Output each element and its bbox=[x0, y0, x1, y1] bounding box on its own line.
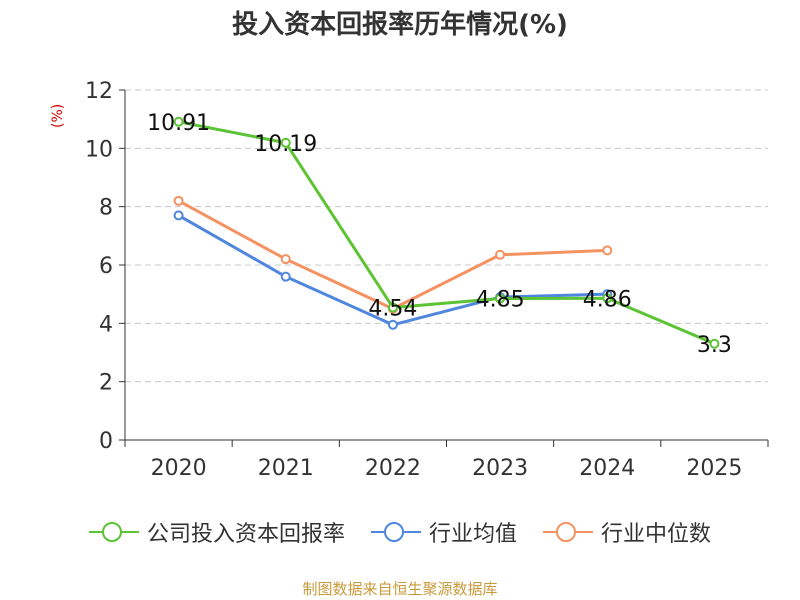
legend-item-company[interactable]: 公司投入资本回报率 bbox=[88, 516, 345, 548]
legend-marker-industry-mean bbox=[370, 520, 421, 544]
data-label: 3.3 bbox=[697, 333, 732, 358]
data-label: 10.91 bbox=[147, 111, 210, 136]
legend-item-industry-median[interactable]: 行业中位数 bbox=[543, 516, 711, 548]
legend-label-company: 公司投入资本回报率 bbox=[146, 522, 345, 547]
legend-marker-industry-median bbox=[543, 520, 593, 544]
y-tick-label: 10 bbox=[85, 137, 113, 162]
x-tick-label: 2023 bbox=[472, 456, 528, 481]
chart-legend: 公司投入资本回报率 行业均值 行业中位数 bbox=[0, 516, 800, 548]
data-source-note: 制图数据来自恒生聚源数据库 bbox=[302, 580, 498, 598]
x-tick-label: 2024 bbox=[579, 456, 635, 481]
x-tick-label: 2021 bbox=[258, 456, 314, 481]
data-point bbox=[173, 210, 184, 221]
y-tick-label: 12 bbox=[85, 79, 113, 104]
data-point bbox=[709, 338, 720, 349]
y-tick-label: 2 bbox=[99, 371, 113, 396]
data-label: 4.85 bbox=[476, 288, 525, 313]
data-label: 4.86 bbox=[583, 287, 632, 312]
series-line bbox=[177, 199, 608, 311]
legend-label-industry-median: 行业中位数 bbox=[601, 522, 712, 547]
data-point bbox=[173, 195, 184, 206]
chart-title: 投入资本回报率历年情况(%) bbox=[232, 10, 568, 40]
legend-label-industry-mean: 行业均值 bbox=[428, 522, 517, 547]
y-tick-label: 6 bbox=[99, 254, 113, 279]
data-point bbox=[602, 293, 613, 304]
y-tick-label: 8 bbox=[99, 196, 113, 221]
legend-item-industry-mean[interactable]: 行业均值 bbox=[370, 516, 517, 548]
data-point bbox=[280, 271, 291, 282]
y-tick-label: 0 bbox=[99, 429, 113, 454]
data-point bbox=[173, 116, 184, 127]
series-line bbox=[178, 120, 716, 346]
data-point bbox=[602, 245, 613, 256]
data-point bbox=[495, 249, 506, 260]
data-point bbox=[280, 254, 291, 265]
data-point bbox=[387, 302, 398, 313]
y-tick-label: 4 bbox=[99, 312, 113, 337]
data-point bbox=[280, 137, 291, 148]
data-point bbox=[387, 319, 398, 330]
x-tick-label: 2020 bbox=[151, 456, 207, 481]
x-tick-label: 2022 bbox=[365, 456, 421, 481]
data-point bbox=[495, 293, 506, 304]
x-tick-label: 2025 bbox=[686, 456, 742, 481]
data-label: 10.19 bbox=[254, 132, 317, 157]
data-label: 4.54 bbox=[368, 297, 417, 322]
legend-marker-company bbox=[88, 520, 139, 544]
